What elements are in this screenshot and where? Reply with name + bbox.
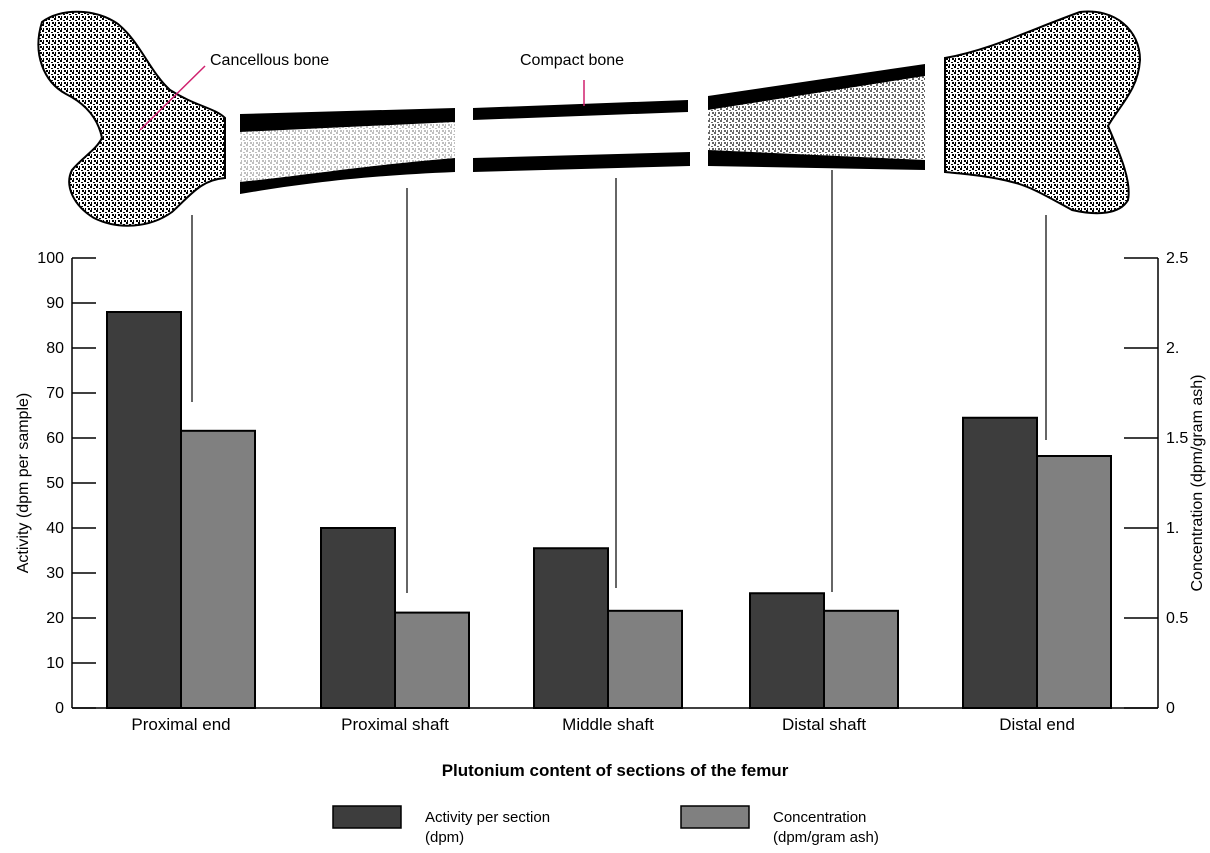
x-tick-label: Proximal end (131, 715, 230, 734)
bar-concentration-distal-shaft (823, 609, 899, 709)
legend-swatch-concentration (680, 805, 750, 829)
x-tick-label: Distal end (999, 715, 1075, 734)
legend-label-concentration-line2: (dpm/gram ash) (773, 829, 879, 846)
femur-proximal-end (37, 10, 226, 227)
bar-concentration-middle-shaft (607, 609, 683, 709)
y-left-tick-label: 20 (46, 610, 64, 627)
y-left-tick-label: 80 (46, 340, 64, 357)
bar-activity-proximal-shaft (320, 527, 396, 709)
section-leader-lines (191, 170, 1047, 593)
y-right-tick-label: 1. (1166, 520, 1179, 537)
y-left-tick-label: 10 (46, 655, 64, 672)
y-left-tick-label: 60 (46, 430, 64, 447)
legend-swatch-activity (332, 805, 402, 829)
bar-concentration-proximal-shaft (394, 611, 470, 709)
femur-middle-shaft (473, 100, 690, 172)
bar-concentration-distal-end (1036, 455, 1112, 709)
bar-activity-middle-shaft (533, 547, 609, 709)
femur-distal-shaft (708, 64, 925, 170)
chart-title: Plutonium content of sections of the fem… (442, 761, 789, 780)
bar-activity-distal-shaft (749, 592, 825, 709)
bar-activity-distal-end (962, 416, 1038, 709)
y-axis-right-label: Concentration (dpm/gram ash) (1189, 375, 1206, 592)
x-tick-label: Distal shaft (782, 715, 866, 734)
annotation-compact-bone: Compact bone (520, 52, 624, 69)
legend: Activity per section (dpm) Concentration… (332, 805, 879, 846)
legend-label-activity-line1: Activity per section (425, 809, 550, 826)
femur-proximal-shaft (240, 108, 455, 194)
y-left-tick-label: 0 (55, 700, 64, 717)
y-right-tick-label: 0 (1166, 700, 1175, 717)
y-left-tick-label: 50 (46, 475, 64, 492)
legend-label-activity-line2: (dpm) (425, 829, 464, 846)
bar-activity-proximal-end (106, 311, 182, 709)
x-tick-label: Proximal shaft (341, 715, 449, 734)
y-left-tick-label: 70 (46, 385, 64, 402)
y-left-tick-label: 90 (46, 295, 64, 312)
y-right-tick-label: 2.5 (1166, 250, 1188, 267)
y-right-tick-label: 2. (1166, 340, 1179, 357)
x-axis-tick-labels: Proximal end Proximal shaft Middle shaft Di… (131, 715, 1074, 734)
bars (106, 311, 1112, 709)
femur-distal-end (944, 10, 1142, 215)
femur-illustration (37, 10, 1142, 227)
y-left-tick-label: 30 (46, 565, 64, 582)
y-axis-right-ticks: 0 0.5 1. 1.5 2. 2.5 (1124, 250, 1188, 717)
y-right-tick-label: 1.5 (1166, 430, 1188, 447)
y-axis-left-label: Activity (dpm per sample) (15, 393, 32, 574)
annotation-cancellous-bone: Cancellous bone (210, 52, 329, 69)
legend-label-concentration-line1: Concentration (773, 809, 866, 826)
y-axis-left-ticks: 0 10 20 30 40 50 60 70 80 90 100 (37, 250, 96, 717)
y-left-tick-label: 40 (46, 520, 64, 537)
x-tick-label: Middle shaft (562, 715, 654, 734)
y-right-tick-label: 0.5 (1166, 610, 1188, 627)
bar-concentration-proximal-end (180, 429, 256, 709)
y-left-tick-label: 100 (37, 250, 64, 267)
